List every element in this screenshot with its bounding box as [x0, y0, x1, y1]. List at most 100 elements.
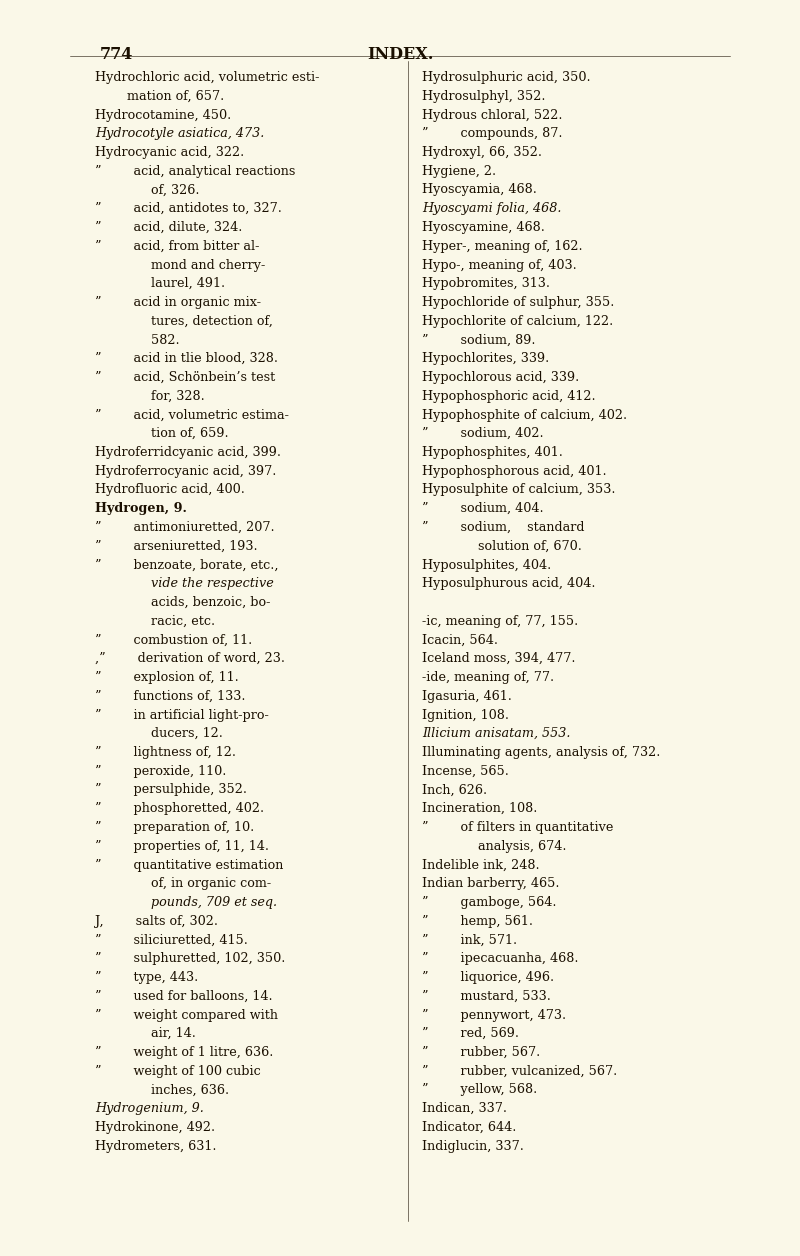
Text: ”        functions of, 133.: ” functions of, 133. — [95, 690, 246, 703]
Text: ”        preparation of, 10.: ” preparation of, 10. — [95, 821, 254, 834]
Text: ”        compounds, 87.: ” compounds, 87. — [422, 127, 562, 141]
Text: ”        persulphide, 352.: ” persulphide, 352. — [95, 784, 247, 796]
Text: ”        acid in tlie blood, 328.: ” acid in tlie blood, 328. — [95, 352, 278, 365]
Text: inches, 636.: inches, 636. — [95, 1084, 229, 1096]
Text: Hypochlorites, 339.: Hypochlorites, 339. — [422, 352, 550, 365]
Text: ,”        derivation of word, 23.: ,” derivation of word, 23. — [95, 652, 285, 666]
Text: mond and cherry-: mond and cherry- — [95, 259, 266, 271]
Text: analysis, 674.: analysis, 674. — [422, 840, 566, 853]
Text: INDEX.: INDEX. — [367, 46, 433, 63]
Text: Hydroxyl, 66, 352.: Hydroxyl, 66, 352. — [422, 146, 542, 160]
Text: Hydrochloric acid, volumetric esti-: Hydrochloric acid, volumetric esti- — [95, 72, 319, 84]
Text: Hydrocotyle asiatica, 473.: Hydrocotyle asiatica, 473. — [95, 127, 264, 141]
Text: Hydroferridcyanic acid, 399.: Hydroferridcyanic acid, 399. — [95, 446, 281, 458]
Text: ”        acid, volumetric estima-: ” acid, volumetric estima- — [95, 408, 289, 422]
Text: of, in organic com-: of, in organic com- — [95, 877, 271, 891]
Text: Indican, 337.: Indican, 337. — [422, 1103, 507, 1115]
Text: Hypo-, meaning of, 403.: Hypo-, meaning of, 403. — [422, 259, 577, 271]
Text: ”        type, 443.: ” type, 443. — [95, 971, 198, 983]
Text: ”        arseniuretted, 193.: ” arseniuretted, 193. — [95, 540, 258, 553]
Text: ”        antimoniuretted, 207.: ” antimoniuretted, 207. — [95, 521, 274, 534]
Text: Hyoscyami folia, 468.: Hyoscyami folia, 468. — [422, 202, 562, 215]
Text: Hydrogen, 9.: Hydrogen, 9. — [95, 502, 187, 515]
Text: -ic, meaning of, 77, 155.: -ic, meaning of, 77, 155. — [422, 614, 578, 628]
Text: acids, benzoic, bo-: acids, benzoic, bo- — [95, 597, 270, 609]
Text: laurel, 491.: laurel, 491. — [95, 278, 225, 290]
Text: Hydrosulphyl, 352.: Hydrosulphyl, 352. — [422, 89, 546, 103]
Text: ducers, 12.: ducers, 12. — [95, 727, 223, 740]
Text: Hyposulphurous acid, 404.: Hyposulphurous acid, 404. — [422, 578, 595, 590]
Text: ”        acid, analytical reactions: ” acid, analytical reactions — [95, 165, 295, 178]
Text: tion of, 659.: tion of, 659. — [95, 427, 229, 441]
Text: Incineration, 108.: Incineration, 108. — [422, 803, 538, 815]
Text: ”        properties of, 11, 14.: ” properties of, 11, 14. — [95, 840, 269, 853]
Text: ”        of filters in quantitative: ” of filters in quantitative — [422, 821, 614, 834]
Text: ”        weight of 1 litre, 636.: ” weight of 1 litre, 636. — [95, 1046, 274, 1059]
Text: ”        in artificial light-pro-: ” in artificial light-pro- — [95, 708, 269, 721]
Text: Hydrofluoric acid, 400.: Hydrofluoric acid, 400. — [95, 484, 245, 496]
Text: Igasuria, 461.: Igasuria, 461. — [422, 690, 512, 703]
Text: Hypochlorite of calcium, 122.: Hypochlorite of calcium, 122. — [422, 315, 614, 328]
Text: Hydrosulphuric acid, 350.: Hydrosulphuric acid, 350. — [422, 72, 590, 84]
Text: racic, etc.: racic, etc. — [95, 614, 215, 628]
Text: 582.: 582. — [95, 334, 180, 347]
Text: 774: 774 — [100, 46, 134, 63]
Text: Hyoscyamine, 468.: Hyoscyamine, 468. — [422, 221, 545, 234]
Text: ”        acid, Schönbein’s test: ” acid, Schönbein’s test — [95, 371, 275, 384]
Text: ”        quantitative estimation: ” quantitative estimation — [95, 859, 283, 872]
Text: pounds, 709 et seq.: pounds, 709 et seq. — [95, 896, 277, 909]
Text: J,        salts of, 302.: J, salts of, 302. — [95, 914, 218, 928]
Text: ”        mustard, 533.: ” mustard, 533. — [422, 990, 551, 1002]
Text: Illicium anisatam, 553.: Illicium anisatam, 553. — [422, 727, 570, 740]
Text: of, 326.: of, 326. — [95, 183, 199, 196]
Text: Hydrokinone, 492.: Hydrokinone, 492. — [95, 1122, 215, 1134]
Text: Hydrocotamine, 450.: Hydrocotamine, 450. — [95, 108, 231, 122]
Text: ”        benzoate, borate, etc.,: ” benzoate, borate, etc., — [95, 559, 278, 571]
Text: Hyposulphites, 404.: Hyposulphites, 404. — [422, 559, 551, 571]
Text: ”        hemp, 561.: ” hemp, 561. — [422, 914, 533, 928]
Text: Indian barberry, 465.: Indian barberry, 465. — [422, 877, 559, 891]
Text: vide the respective: vide the respective — [95, 578, 274, 590]
Text: Hyposulphite of calcium, 353.: Hyposulphite of calcium, 353. — [422, 484, 615, 496]
Text: Hypochloride of sulphur, 355.: Hypochloride of sulphur, 355. — [422, 296, 614, 309]
Text: Hyoscyamia, 468.: Hyoscyamia, 468. — [422, 183, 537, 196]
Text: ”        rubber, 567.: ” rubber, 567. — [422, 1046, 540, 1059]
Text: Hyper-, meaning of, 162.: Hyper-, meaning of, 162. — [422, 240, 582, 252]
Text: ”        acid, dilute, 324.: ” acid, dilute, 324. — [95, 221, 242, 234]
Text: Indelible ink, 248.: Indelible ink, 248. — [422, 859, 540, 872]
Text: mation of, 657.: mation of, 657. — [95, 89, 224, 103]
Text: Incense, 565.: Incense, 565. — [422, 765, 509, 777]
Text: ”        siliciuretted, 415.: ” siliciuretted, 415. — [95, 933, 248, 947]
Text: for, 328.: for, 328. — [95, 389, 205, 403]
Text: ”        red, 569.: ” red, 569. — [422, 1027, 519, 1040]
Text: ”        pennywort, 473.: ” pennywort, 473. — [422, 1009, 566, 1021]
Text: ”        acid in organic mix-: ” acid in organic mix- — [95, 296, 261, 309]
Text: Hypophosphites, 401.: Hypophosphites, 401. — [422, 446, 563, 458]
Text: ”        ipecacuanha, 468.: ” ipecacuanha, 468. — [422, 952, 578, 966]
Text: Hydrogenium, 9.: Hydrogenium, 9. — [95, 1103, 204, 1115]
Text: Hydroferrocyanic acid, 397.: Hydroferrocyanic acid, 397. — [95, 465, 276, 477]
Text: ”        yellow, 568.: ” yellow, 568. — [422, 1084, 538, 1096]
Text: ”        peroxide, 110.: ” peroxide, 110. — [95, 765, 226, 777]
Text: Hypophosphorous acid, 401.: Hypophosphorous acid, 401. — [422, 465, 606, 477]
Text: tures, detection of,: tures, detection of, — [95, 315, 273, 328]
Text: Icacin, 564.: Icacin, 564. — [422, 633, 498, 647]
Text: ”        ink, 571.: ” ink, 571. — [422, 933, 517, 947]
Text: -ide, meaning of, 77.: -ide, meaning of, 77. — [422, 671, 554, 685]
Text: Hypochlorous acid, 339.: Hypochlorous acid, 339. — [422, 371, 579, 384]
Text: solution of, 670.: solution of, 670. — [422, 540, 582, 553]
Text: ”        lightness of, 12.: ” lightness of, 12. — [95, 746, 236, 759]
Text: ”        sodium, 89.: ” sodium, 89. — [422, 334, 535, 347]
Text: Hygiene, 2.: Hygiene, 2. — [422, 165, 496, 178]
Text: Ignition, 108.: Ignition, 108. — [422, 708, 509, 721]
Text: ”        sodium, 402.: ” sodium, 402. — [422, 427, 544, 441]
Text: Illuminating agents, analysis of, 732.: Illuminating agents, analysis of, 732. — [422, 746, 660, 759]
Text: air, 14.: air, 14. — [95, 1027, 196, 1040]
Text: ”        weight compared with: ” weight compared with — [95, 1009, 278, 1021]
Text: ”        weight of 100 cubic: ” weight of 100 cubic — [95, 1065, 261, 1078]
Text: Iceland moss, 394, 477.: Iceland moss, 394, 477. — [422, 652, 575, 666]
Text: ”        sulphuretted, 102, 350.: ” sulphuretted, 102, 350. — [95, 952, 286, 966]
Text: ”        rubber, vulcanized, 567.: ” rubber, vulcanized, 567. — [422, 1065, 618, 1078]
Text: ”        used for balloons, 14.: ” used for balloons, 14. — [95, 990, 273, 1002]
Text: Hydrous chloral, 522.: Hydrous chloral, 522. — [422, 108, 562, 122]
